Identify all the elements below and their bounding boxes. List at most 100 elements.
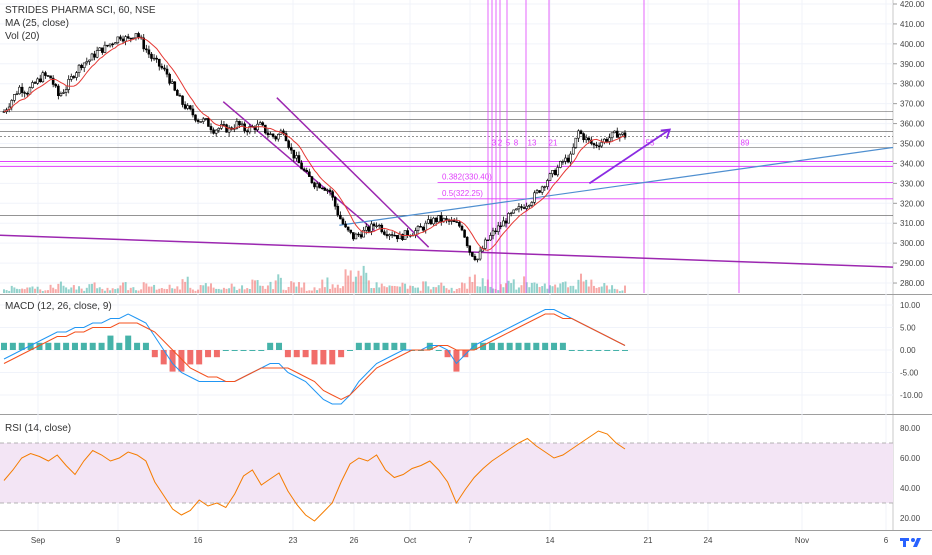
- volume-bar: [481, 278, 484, 293]
- candle-body: [579, 130, 583, 134]
- volume-bar: [150, 286, 153, 293]
- candle-body: [310, 176, 314, 184]
- volume-bar: [277, 274, 280, 293]
- macd-histogram-bar: [63, 342, 70, 350]
- volume-bar: [554, 284, 557, 293]
- rsi-tick-label: 60.00: [900, 454, 921, 463]
- symbol-title[interactable]: STRIDES PHARMA SCI, 60, NSE: [5, 5, 156, 16]
- volume-bar: [3, 289, 5, 293]
- candle-body: [124, 36, 127, 42]
- volume-bar: [582, 281, 585, 293]
- volume-bar: [365, 272, 368, 293]
- volume-bar: [492, 288, 495, 293]
- candle-body: [434, 217, 438, 223]
- candle-body: [289, 147, 293, 151]
- volume-bar: [285, 290, 288, 293]
- time-tick-label: 26: [350, 536, 359, 545]
- candle-body: [512, 209, 516, 214]
- volume-bar: [168, 284, 171, 293]
- volume-bar: [608, 289, 611, 293]
- candle-body: [452, 220, 456, 223]
- volume-bar: [106, 287, 109, 293]
- macd-histogram-bar: [222, 350, 229, 351]
- volume-bar: [543, 283, 546, 293]
- macd-histogram-bar: [249, 350, 256, 351]
- candle-body: [525, 205, 528, 209]
- candle-body: [605, 138, 609, 142]
- macd-histogram-bar: [400, 342, 407, 350]
- candle-body: [137, 33, 140, 38]
- volume-bar: [41, 291, 44, 293]
- volume-bar: [10, 285, 13, 293]
- macd-histogram-bar: [542, 342, 549, 350]
- candle-body: [300, 162, 303, 170]
- volume-bar: [331, 284, 334, 293]
- time-tick-label: 21: [644, 536, 653, 545]
- candle-body: [520, 206, 523, 208]
- candle-body: [57, 85, 60, 97]
- candle-body: [212, 129, 215, 134]
- candle-body: [427, 219, 430, 224]
- volume-bar: [181, 279, 184, 293]
- macd-legend[interactable]: MACD (12, 26, close, 9): [5, 301, 112, 312]
- volume-bar: [574, 289, 577, 293]
- candle-body: [543, 186, 547, 188]
- volume-bar: [455, 288, 458, 293]
- rsi-layer: [0, 430, 893, 522]
- macd-histogram-bar: [559, 342, 566, 350]
- volume-bar: [373, 288, 376, 293]
- volume-bar: [256, 280, 259, 293]
- candle-body: [328, 189, 332, 192]
- volume-bar: [536, 283, 539, 293]
- price-tick-label: 410.00: [900, 20, 925, 29]
- macd-histogram-bar: [169, 350, 176, 372]
- volume-bar: [310, 290, 313, 293]
- candle-body: [561, 161, 565, 163]
- candle-body: [31, 82, 34, 88]
- volume-bar: [502, 287, 505, 293]
- macd-histogram-bar: [187, 350, 194, 365]
- volume-bar: [463, 283, 466, 293]
- volume-bar: [417, 287, 419, 293]
- candle-body: [432, 217, 435, 225]
- volume-bar: [561, 282, 564, 293]
- rsi-legend[interactable]: RSI (14, close): [5, 423, 72, 434]
- volume-bar: [533, 282, 536, 293]
- volume-bar: [357, 270, 360, 293]
- rsi-line: [3, 430, 626, 522]
- rsi-tick-label: 40.00: [900, 484, 921, 493]
- candle-body: [75, 72, 78, 78]
- volume-bar: [453, 291, 456, 293]
- volume-bar: [378, 287, 381, 293]
- candle-body: [615, 130, 619, 138]
- candle-body: [471, 252, 474, 257]
- candle-body: [18, 86, 21, 95]
- candle-body: [142, 37, 146, 50]
- candle-body: [207, 118, 210, 127]
- macd-histogram-bar: [329, 350, 336, 365]
- volume-bar: [184, 281, 187, 293]
- volume-bar: [140, 289, 143, 293]
- volume-bar: [308, 290, 311, 293]
- volume-bar: [57, 283, 60, 293]
- rising-trendline: [339, 146, 894, 226]
- ma-legend[interactable]: MA (25, close): [5, 18, 69, 29]
- macd-histogram-bar: [488, 342, 495, 350]
- volume-bar: [202, 285, 205, 293]
- volume-bar: [569, 285, 572, 293]
- volume-bar: [36, 286, 39, 293]
- volume-bar: [116, 288, 119, 293]
- volume-bar: [600, 286, 603, 293]
- volume-legend[interactable]: Vol (20): [5, 31, 40, 42]
- macd-histogram-bar: [1, 342, 7, 350]
- macd-histogram-bar: [196, 350, 203, 365]
- volume-bar: [313, 287, 316, 293]
- candle-body: [357, 233, 360, 236]
- candle-body: [352, 232, 355, 240]
- candle-body: [315, 183, 319, 188]
- volume-bar: [98, 287, 101, 293]
- volume-bar: [517, 287, 520, 293]
- volume-bar: [246, 288, 249, 293]
- volume-bar: [5, 290, 8, 293]
- volume-bar: [468, 276, 471, 293]
